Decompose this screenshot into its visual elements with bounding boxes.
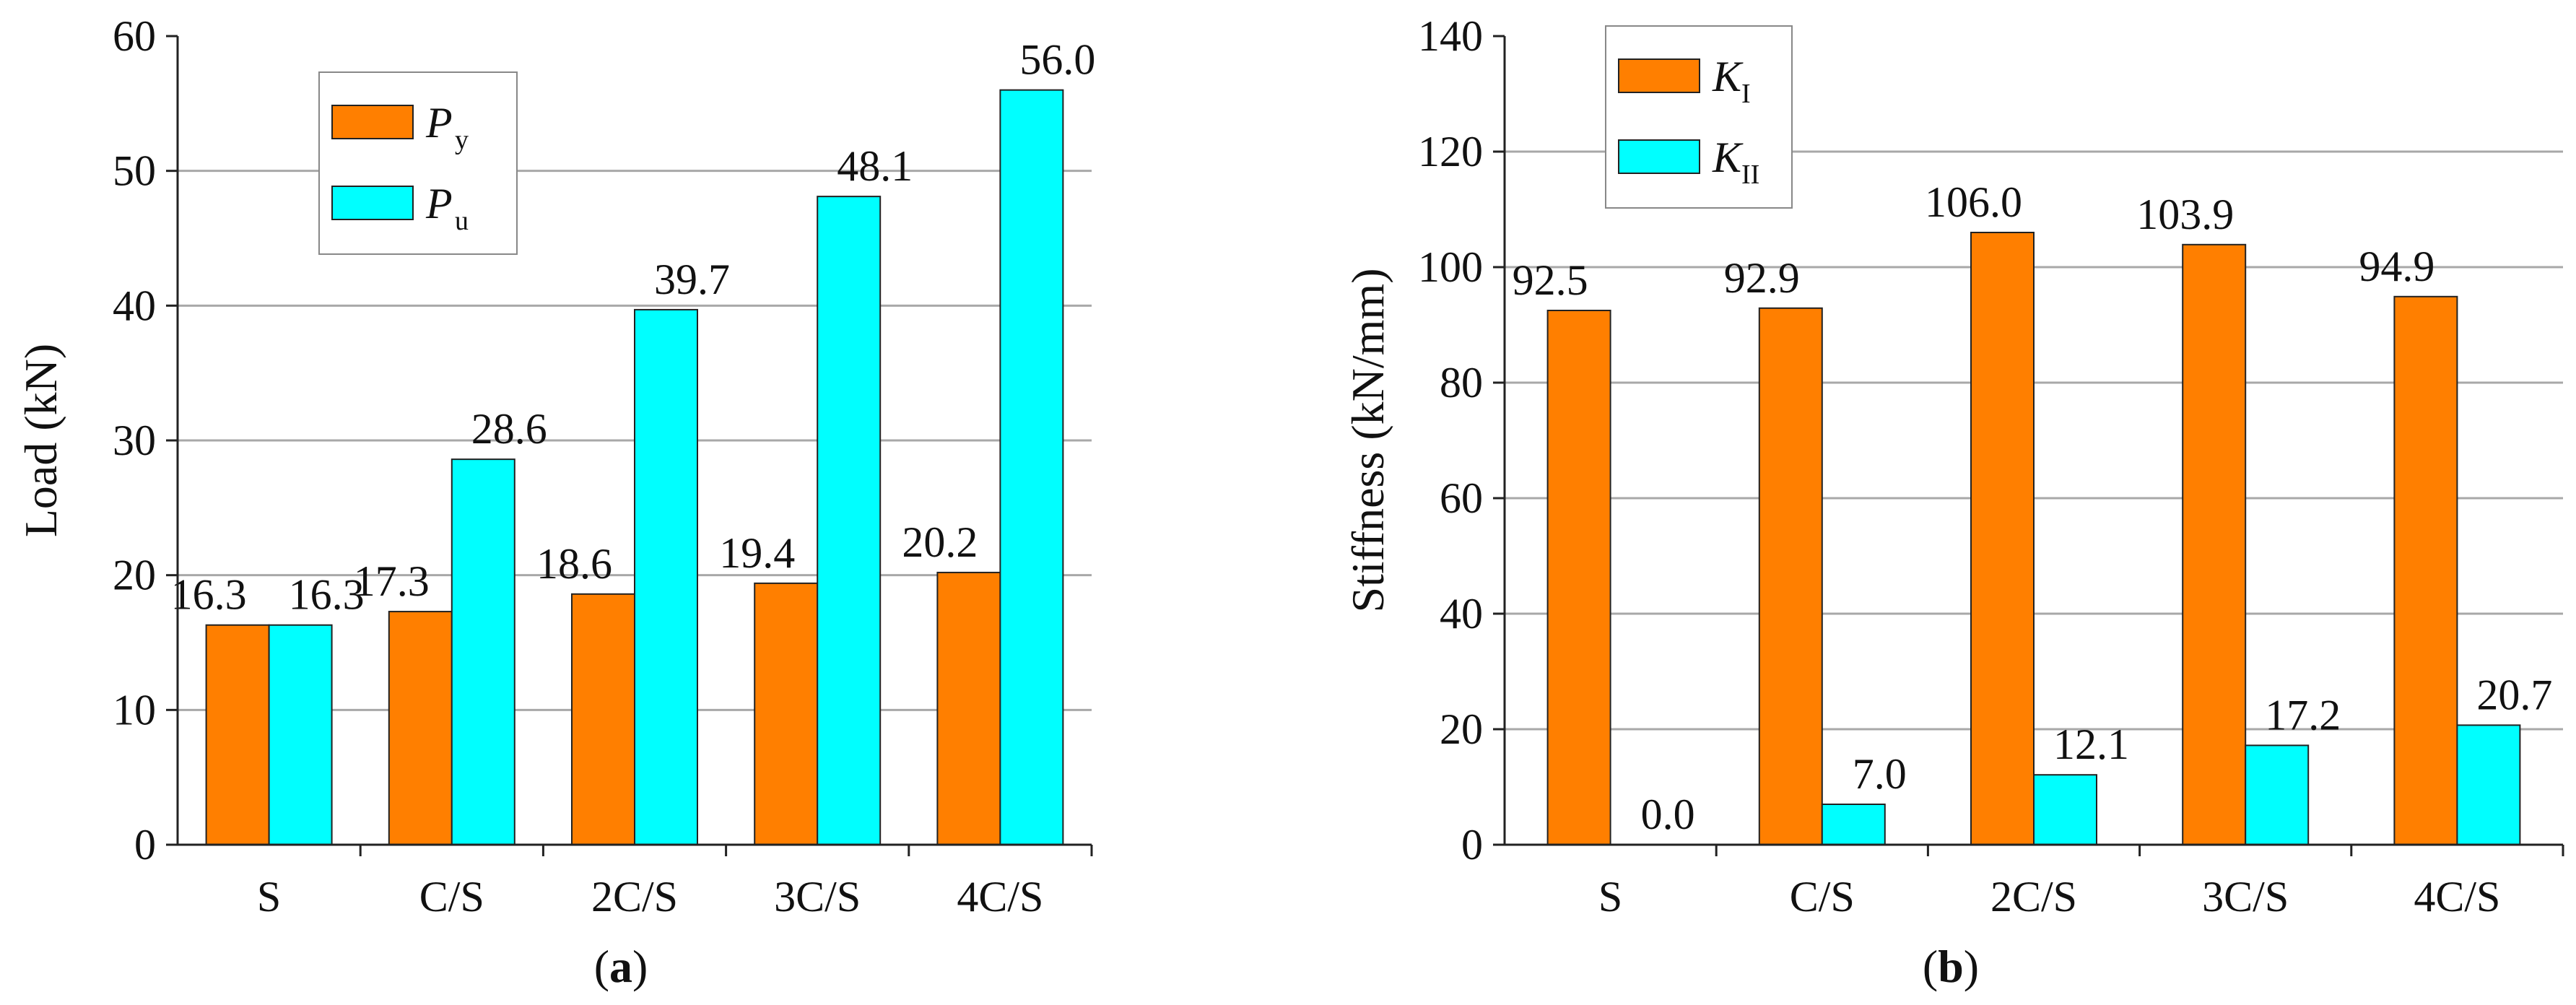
panel-caption: (a)	[594, 941, 648, 992]
bar	[268, 624, 333, 845]
legend-label: K	[1712, 134, 1744, 181]
data-label: 103.9	[2136, 191, 2234, 238]
category-label: 4C/S	[957, 873, 1043, 921]
y-tick-label: 60	[1440, 474, 1483, 522]
bar	[2393, 295, 2458, 845]
chart-panel-b: 92.5 0.0 S 92.9 7.0 C/S 106.0 12.1 2C/S 103.9 17.2…	[1342, 12, 2564, 992]
data-label: 12.1	[2053, 721, 2129, 768]
bar	[2182, 243, 2247, 845]
bar	[1821, 804, 1886, 845]
legend-swatch	[331, 105, 414, 139]
legend-swatch	[331, 186, 414, 220]
y-tick-label: 20	[1440, 705, 1483, 753]
y-tick-label: 30	[113, 417, 156, 464]
data-label: 19.4	[719, 529, 795, 577]
data-label: 20.2	[902, 518, 978, 566]
data-label: 28.6	[471, 405, 547, 453]
bar	[936, 571, 1001, 846]
category-label: 3C/S	[774, 873, 861, 921]
y-tick-label: 40	[1440, 590, 1483, 638]
y-tick-label: 10	[113, 686, 156, 734]
y-axis-title: Stiffness (kN/mm)	[1342, 268, 1393, 612]
legend-swatch	[1618, 139, 1700, 174]
legend-subscript: y	[455, 125, 469, 155]
bar	[571, 593, 635, 845]
y-tick-label: 140	[1418, 12, 1483, 60]
data-label: 0.0	[1641, 791, 1695, 838]
data-label: 92.9	[1724, 254, 1800, 302]
bar	[2456, 724, 2521, 846]
legend-subscript: u	[455, 206, 469, 236]
data-label: 20.7	[2476, 671, 2552, 718]
legend-label: P	[425, 180, 453, 227]
chart-panel-a: 16.3 16.3 S 17.3 28.6 C/S 18.6 39.7 2C/S 19.4 48.1…	[15, 12, 1095, 992]
bar	[205, 624, 270, 845]
y-tick-label: 100	[1418, 243, 1483, 291]
legend-subscript: I	[1741, 79, 1751, 109]
y-tick-label: 0	[1461, 821, 1483, 869]
data-label: 16.3	[289, 571, 365, 619]
data-label: 39.7	[654, 256, 730, 303]
legend-box	[318, 71, 518, 255]
category-label: 4C/S	[2414, 873, 2500, 921]
data-label: 7.0	[1853, 750, 1907, 798]
bar	[451, 458, 515, 845]
category-label: 2C/S	[591, 873, 678, 921]
y-tick-label: 0	[134, 821, 156, 869]
y-tick-label: 80	[1440, 359, 1483, 406]
category-label: C/S	[419, 873, 484, 921]
bar	[1970, 232, 2035, 845]
data-label: 48.1	[837, 142, 913, 190]
bar	[2033, 774, 2097, 845]
bar	[2245, 744, 2310, 846]
y-tick-label: 40	[113, 282, 156, 329]
data-label: 106.0	[1925, 178, 2022, 226]
legend-swatch	[1618, 58, 1700, 93]
y-tick-label: 20	[113, 552, 156, 599]
bar	[634, 308, 698, 845]
bar	[817, 196, 882, 845]
data-label: 17.3	[354, 557, 430, 605]
bar	[1758, 307, 1823, 845]
legend-subscript: II	[1741, 160, 1759, 190]
category-label: C/S	[1790, 873, 1855, 921]
bar	[388, 611, 453, 845]
data-label: 16.3	[171, 571, 247, 619]
category-label: 2C/S	[1990, 873, 2077, 921]
legend-box	[1605, 25, 1793, 209]
data-label: 92.5	[1513, 256, 1588, 304]
panel-caption: (b)	[1923, 941, 1979, 992]
data-label: 18.6	[536, 540, 612, 588]
data-label: 17.2	[2265, 691, 2341, 739]
y-tick-label: 50	[113, 147, 156, 195]
y-tick-label: 120	[1418, 128, 1483, 175]
bar	[1546, 310, 1611, 845]
category-label: S	[257, 873, 281, 921]
y-axis-title: Load (kN)	[15, 344, 66, 537]
y-tick-label: 60	[113, 12, 156, 60]
bar	[999, 89, 1064, 846]
bar	[754, 582, 819, 845]
data-label: 94.9	[2359, 243, 2434, 290]
category-label: 3C/S	[2202, 873, 2289, 921]
data-label: 56.0	[1019, 36, 1095, 84]
category-label: S	[1598, 873, 1622, 921]
legend-label: P	[425, 99, 453, 147]
legend-label: K	[1712, 53, 1744, 100]
